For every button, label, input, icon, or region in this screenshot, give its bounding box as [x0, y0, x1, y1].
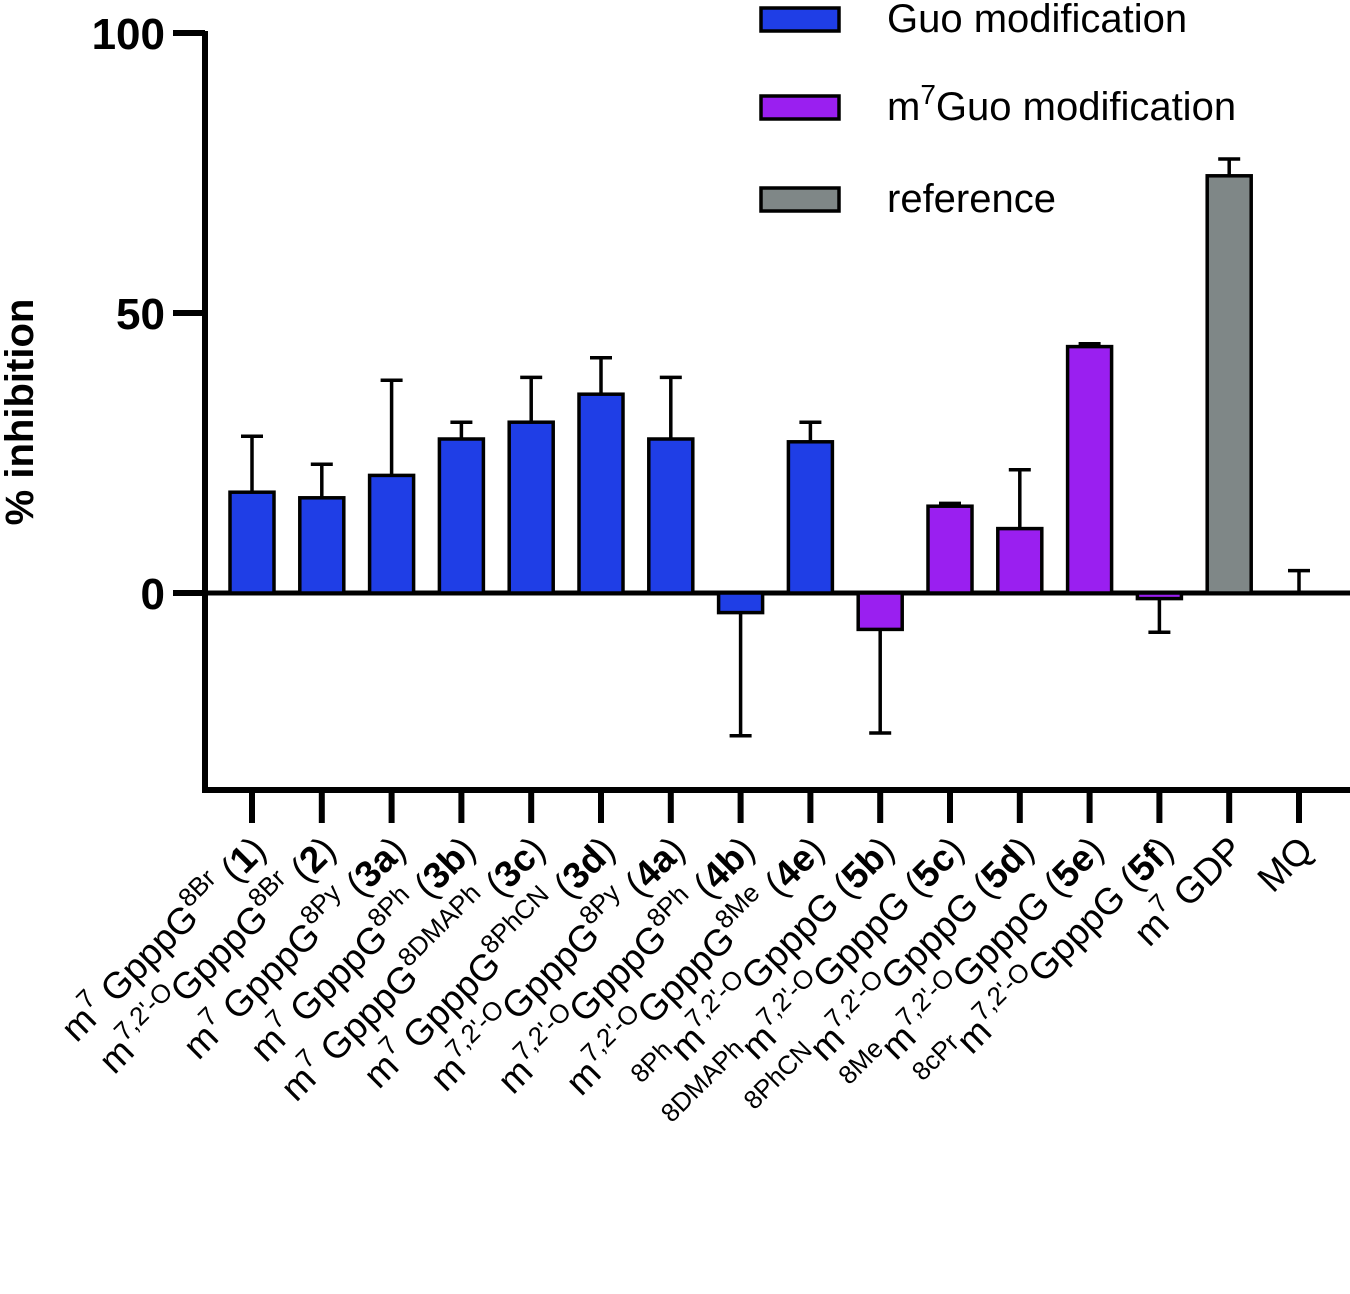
error-bar [1008, 468, 1031, 529]
bar [298, 496, 346, 595]
legend-swatch [759, 6, 841, 33]
axes-group: 0 50 100 [92, 10, 1350, 823]
error-bar [939, 501, 961, 507]
bar [996, 526, 1044, 595]
bar [437, 437, 486, 595]
bar [1205, 174, 1253, 595]
legend-label: Guo modification [887, 0, 1187, 41]
error-bars-group [241, 157, 1310, 738]
legend-item-ref: reference [759, 177, 1056, 221]
y-axis-label: % inhibition [0, 299, 42, 526]
error-bar [380, 378, 403, 476]
bar [1135, 591, 1184, 601]
bar [228, 490, 276, 595]
bar [367, 473, 416, 595]
error-bar [1148, 598, 1171, 634]
bars-group [228, 174, 1253, 632]
error-bar [1078, 342, 1101, 347]
error-bar [869, 629, 892, 735]
bar [577, 392, 625, 595]
bar [716, 591, 765, 615]
x-category-label: MQ [1250, 829, 1321, 900]
y-tick-label: 50 [116, 290, 165, 339]
legend-item-m7guo: m7Guo modification [759, 79, 1236, 129]
error-bar [729, 612, 752, 738]
legend-swatch [759, 186, 841, 213]
y-tick-label: 100 [92, 10, 165, 59]
bar [926, 504, 974, 595]
error-bar [241, 434, 263, 493]
legend-label: m7Guo modification [887, 79, 1236, 129]
bar [647, 437, 695, 595]
bar [1065, 344, 1114, 595]
error-bar [1218, 157, 1241, 176]
error-bar [799, 420, 822, 442]
legend-swatch [759, 94, 841, 121]
error-bar [450, 420, 473, 439]
bar [856, 591, 904, 632]
error-bar [1288, 568, 1310, 593]
legend-label: reference [887, 177, 1056, 221]
error-bar [520, 375, 543, 423]
y-tick-label: 0 [141, 570, 165, 619]
error-bar [590, 356, 612, 395]
bar [507, 420, 555, 595]
category-labels-group: m7​ GpppG8Br​ (1)m7,2'-O​GpppG8Br​ (2)m7… [53, 829, 1321, 1128]
bar [786, 440, 835, 595]
error-bar [310, 462, 333, 498]
legend-item-guo: Guo modification [759, 0, 1187, 41]
legend: Guo modification m7Guo modification refere… [759, 0, 1236, 221]
error-bar [659, 375, 682, 439]
